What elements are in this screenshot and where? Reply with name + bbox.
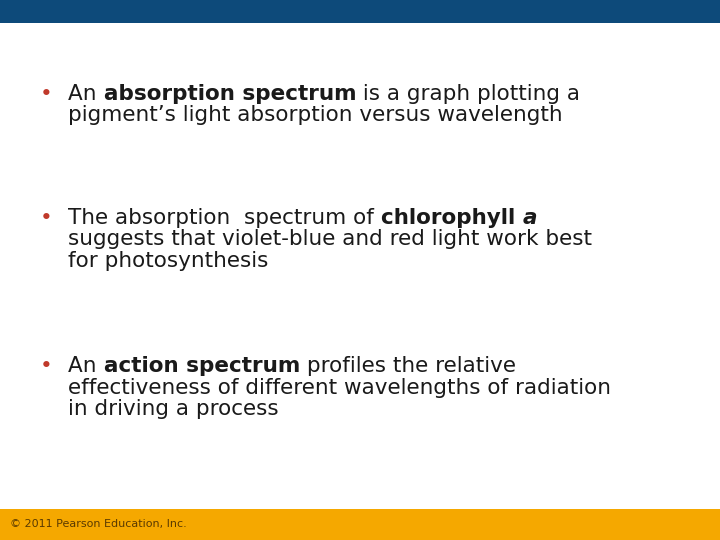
Text: © 2011 Pearson Education, Inc.: © 2011 Pearson Education, Inc.: [10, 519, 186, 529]
Text: suggests that violet-blue and red light work best: suggests that violet-blue and red light …: [68, 230, 593, 249]
Text: •: •: [40, 84, 53, 104]
Text: for photosynthesis: for photosynthesis: [68, 251, 269, 271]
Text: in driving a process: in driving a process: [68, 399, 279, 419]
Text: a: a: [523, 208, 537, 228]
Bar: [0, 509, 720, 540]
Text: absorption spectrum: absorption spectrum: [104, 84, 356, 104]
Bar: [0, 0, 720, 23]
Text: An: An: [68, 356, 104, 376]
Text: effectiveness of different wavelengths of radiation: effectiveness of different wavelengths o…: [68, 378, 611, 398]
Text: pigment’s light absorption versus wavelength: pigment’s light absorption versus wavele…: [68, 105, 563, 125]
Text: •: •: [40, 356, 53, 376]
Text: •: •: [40, 208, 53, 228]
Text: chlorophyll: chlorophyll: [381, 208, 523, 228]
Text: profiles the relative: profiles the relative: [300, 356, 516, 376]
Text: The absorption  spectrum of: The absorption spectrum of: [68, 208, 381, 228]
Text: action spectrum: action spectrum: [104, 356, 300, 376]
Text: An: An: [68, 84, 104, 104]
Text: is a graph plotting a: is a graph plotting a: [356, 84, 580, 104]
